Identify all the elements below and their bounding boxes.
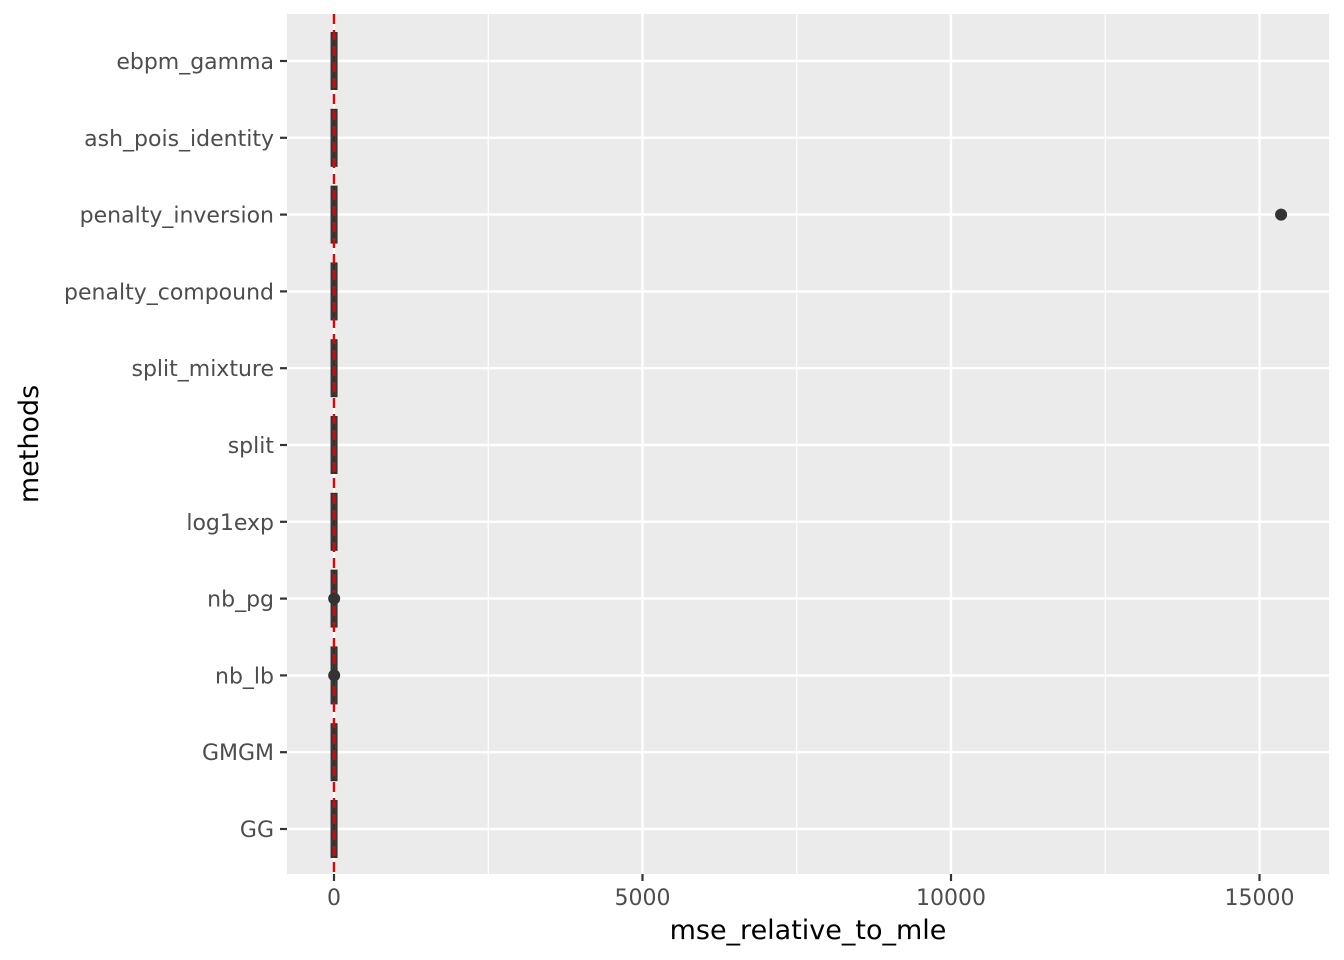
y-tick-label: nb_lb xyxy=(215,664,274,689)
y-tick-label: nb_pg xyxy=(207,588,274,613)
x-tick-label: 10000 xyxy=(916,886,986,911)
y-axis: ebpm_gamma ash_pois_identity penalty_inver… xyxy=(64,50,287,843)
outlier-point xyxy=(328,669,341,682)
grid-major xyxy=(287,14,1329,874)
y-tick-label: GMGM xyxy=(202,741,274,766)
outlier-point xyxy=(1275,208,1288,221)
y-tick-label: log1exp xyxy=(186,511,274,536)
outlier-point xyxy=(328,592,341,605)
y-tick-label: split_mixture xyxy=(131,357,274,382)
y-tick-label: ash_pois_identity xyxy=(84,127,274,152)
x-tick-label: 0 xyxy=(327,886,341,911)
y-axis-title: methods xyxy=(14,385,45,503)
y-tick-label: penalty_inversion xyxy=(80,204,274,229)
outliers xyxy=(328,208,1288,682)
y-tick-label: ebpm_gamma xyxy=(116,50,274,75)
y-tick-label: split xyxy=(228,434,275,459)
x-axis-title: mse_relative_to_mle xyxy=(670,915,947,946)
x-tick-label: 5000 xyxy=(615,886,671,911)
y-tick-label: GG xyxy=(240,818,274,843)
x-tick-label: 15000 xyxy=(1225,886,1295,911)
x-axis: 0 5000 10000 15000 xyxy=(327,874,1295,911)
y-tick-label: penalty_compound xyxy=(64,280,274,305)
boxes xyxy=(330,32,338,858)
